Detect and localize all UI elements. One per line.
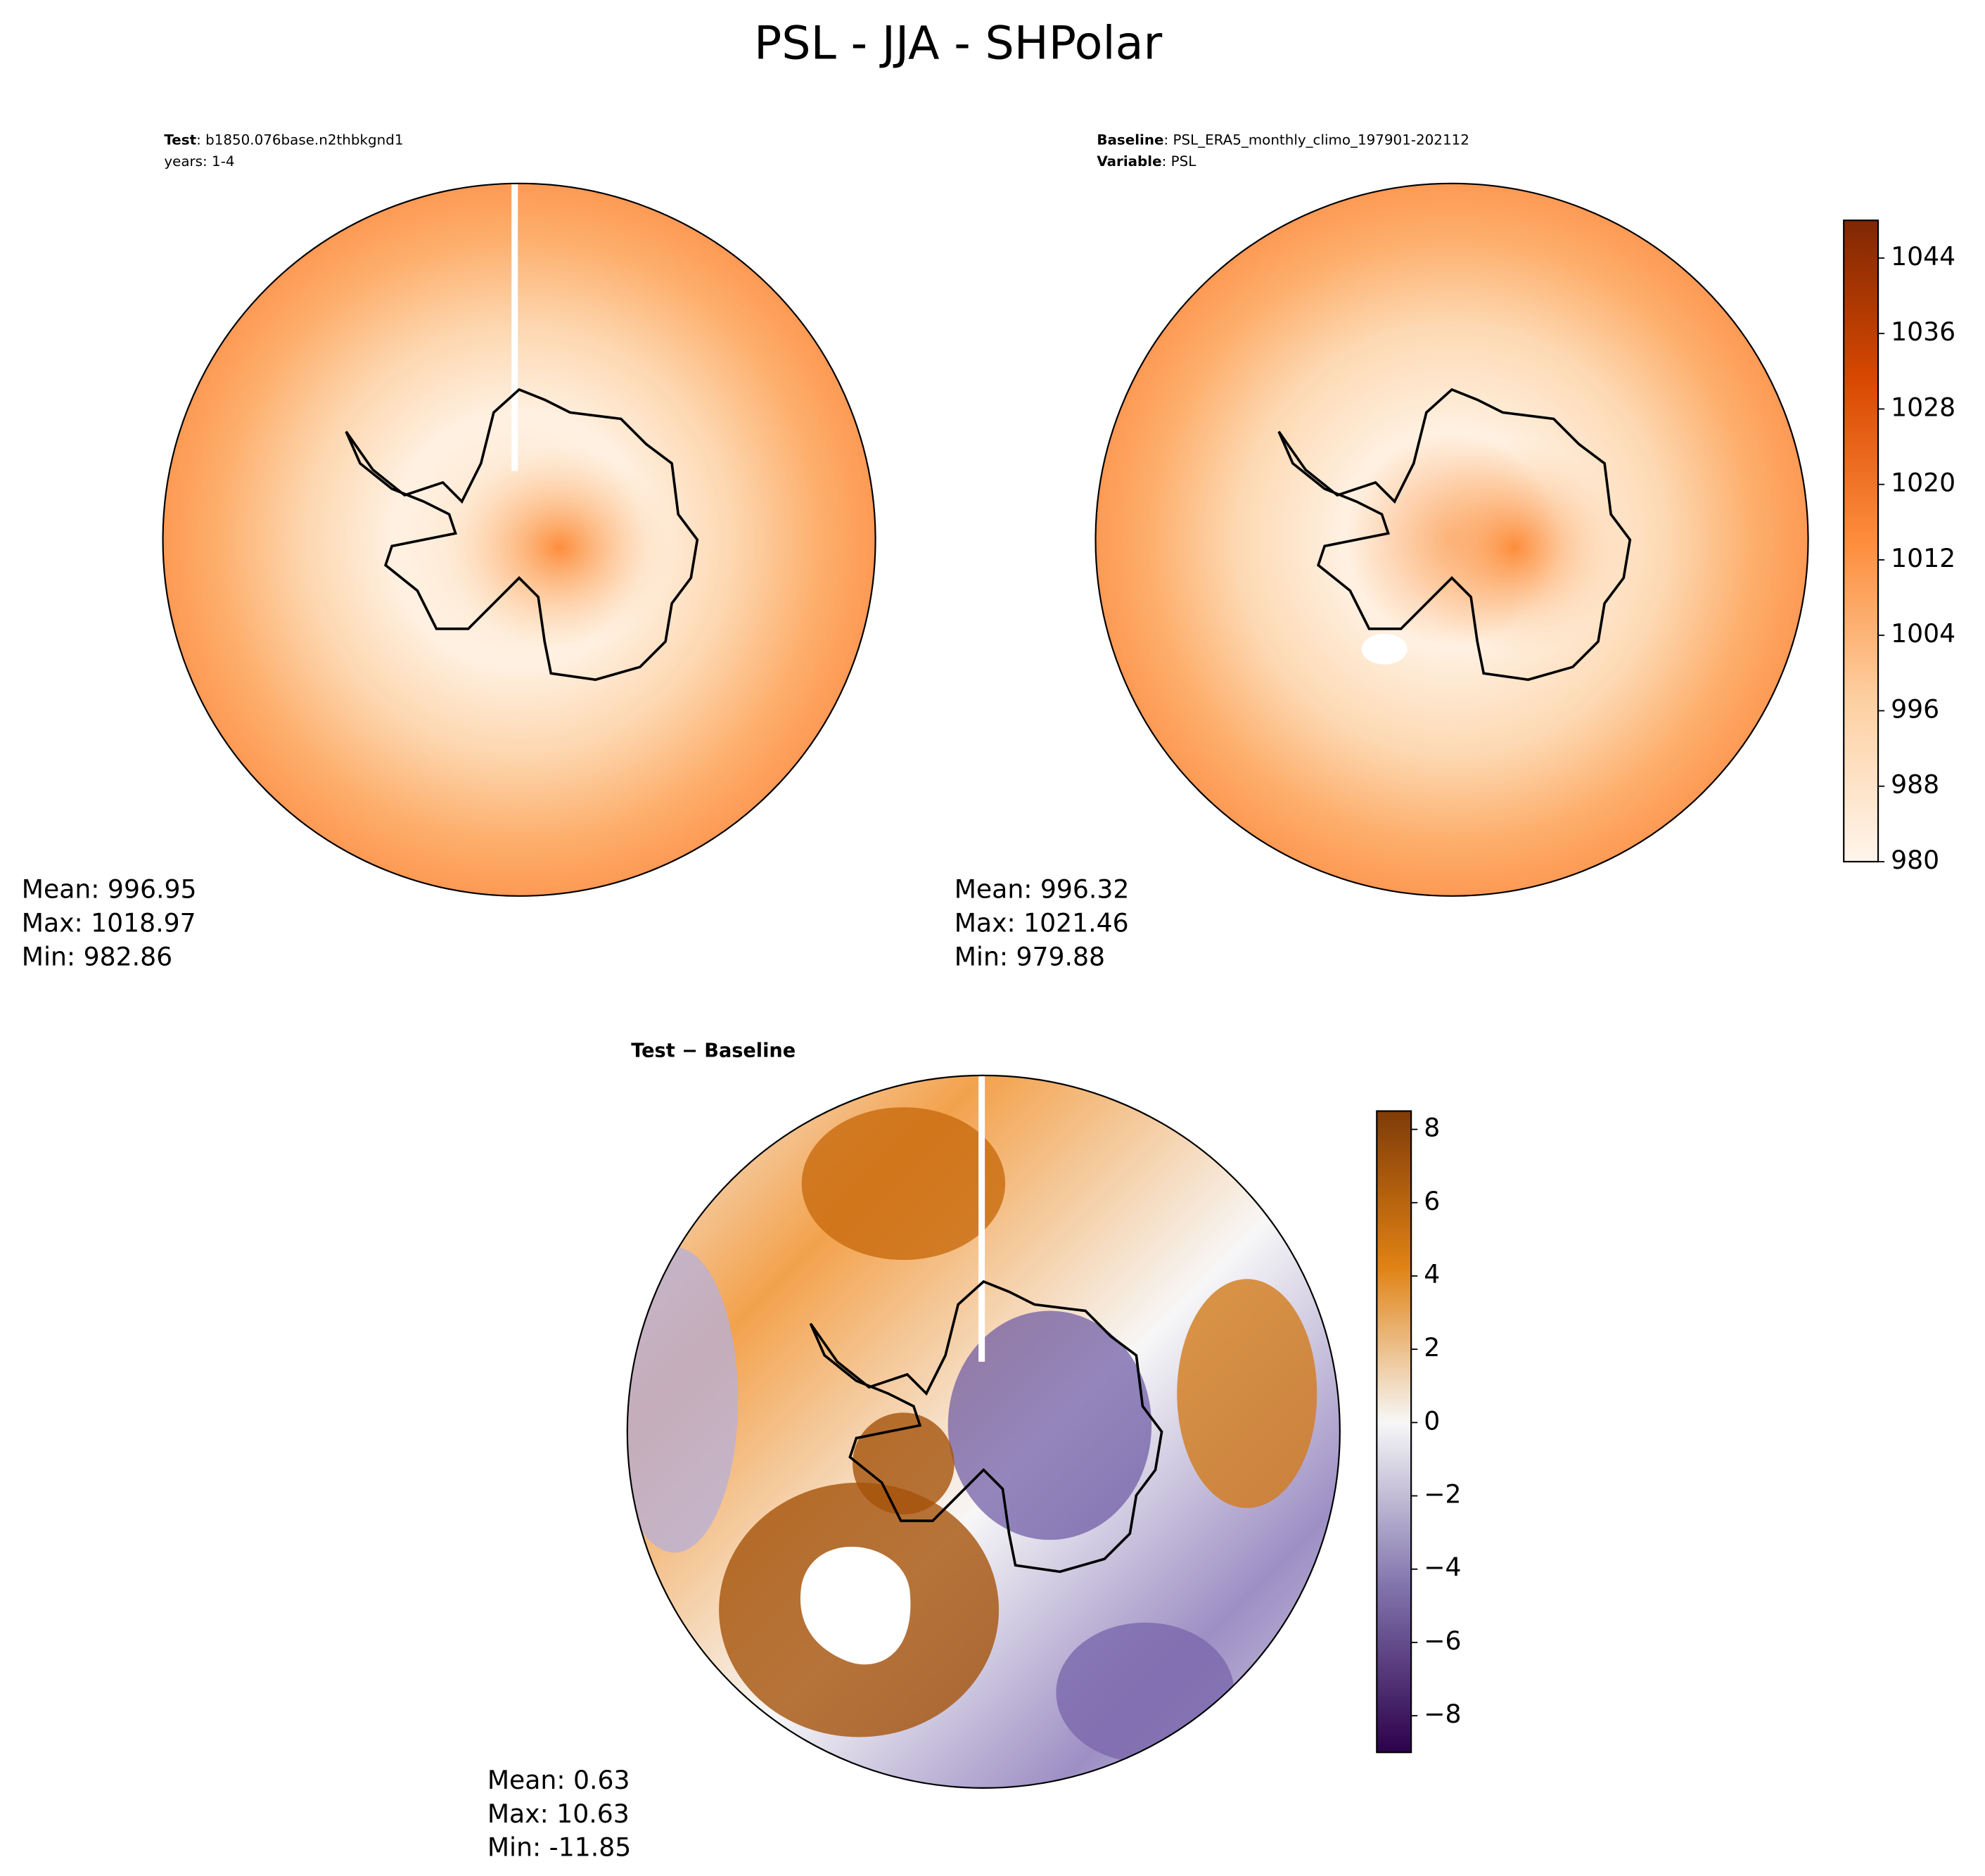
header-label: Test − Baseline [631, 1040, 796, 1061]
header-text: years: 1-4 [164, 153, 234, 170]
colorbar-tick-label: −2 [1424, 1479, 1461, 1510]
map-test [162, 182, 876, 897]
colorbar-tick-label: −8 [1424, 1699, 1461, 1729]
header-label: Test [164, 132, 196, 148]
colorbar [1843, 219, 1879, 863]
colorbar-tick-label: 1004 [1891, 618, 1955, 649]
colorbar-tick-label: 6 [1424, 1186, 1440, 1216]
colorbar-tick-label: 1044 [1891, 241, 1955, 272]
map-baseline [1094, 182, 1809, 897]
panel-header: Variable: PSL [1097, 153, 1196, 170]
header-text: : PSL [1162, 153, 1196, 170]
colorbar-tick-label: −6 [1424, 1626, 1461, 1656]
stat-line: Max: 1021.46 [955, 908, 1129, 938]
stat-line: Mean: 996.95 [22, 874, 197, 905]
colorbar-tick-label: 1036 [1891, 317, 1955, 347]
colorbar-tick-label: −4 [1424, 1552, 1461, 1583]
stat-line: Max: 10.63 [487, 1799, 630, 1829]
colorbar-tick-label: 988 [1891, 770, 1939, 800]
stat-line: Min: -11.85 [487, 1832, 631, 1863]
header-label: Variable [1097, 153, 1161, 170]
colorbar-tick-label: 2 [1424, 1332, 1440, 1363]
colorbar-tick-label: 1020 [1891, 468, 1955, 498]
colorbar [1376, 1110, 1412, 1754]
colorbar-tick-label: 1028 [1891, 392, 1955, 422]
stat-line: Mean: 0.63 [487, 1765, 630, 1795]
panel-header: years: 1-4 [164, 153, 234, 170]
map-difference [626, 1074, 1341, 1789]
stat-line: Mean: 996.32 [955, 874, 1130, 905]
colorbar-tick-label: 996 [1891, 694, 1939, 724]
header-text: : PSL_ERA5_monthly_climo_197901-202112 [1163, 132, 1469, 148]
colorbar-tick-label: 4 [1424, 1259, 1440, 1289]
colorbar-tick-label: 980 [1891, 845, 1939, 875]
header-label: Baseline [1097, 132, 1163, 148]
header-text: : b1850.076base.n2thbkgnd1 [196, 132, 403, 148]
stat-line: Min: 982.86 [22, 941, 172, 971]
colorbar-tick-label: 1012 [1891, 543, 1955, 573]
colorbar-tick-label: 0 [1424, 1405, 1440, 1436]
stat-line: Max: 1018.97 [22, 908, 196, 938]
panel-header: Test − Baseline [631, 1040, 796, 1061]
panel-header: Test: b1850.076base.n2thbkgnd1 [164, 132, 403, 148]
stat-line: Min: 979.88 [955, 941, 1105, 971]
figure-title: PSL - JJA - SHPolar [754, 17, 1162, 70]
colorbar-tick-label: 8 [1424, 1113, 1440, 1143]
panel-header: Baseline: PSL_ERA5_monthly_climo_197901-… [1097, 132, 1469, 148]
